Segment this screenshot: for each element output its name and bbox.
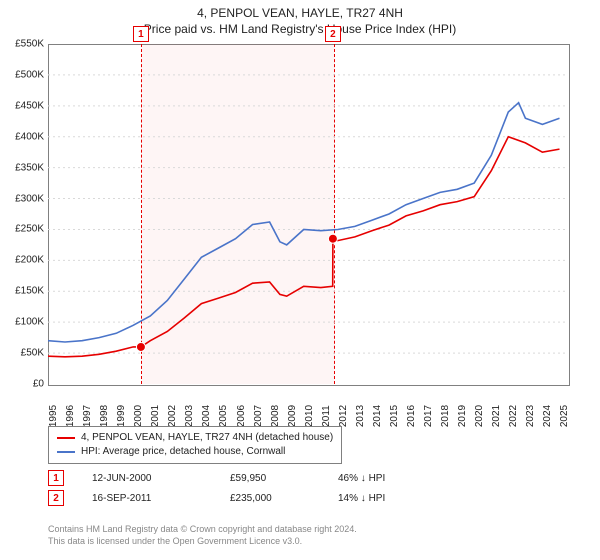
sale-id-marker: 1 <box>48 470 64 486</box>
sale-id-marker: 2 <box>48 490 64 506</box>
x-tick-label: 2006 <box>236 405 247 427</box>
sale-marker-1: 1 <box>133 26 149 42</box>
x-tick-label: 2023 <box>525 405 536 427</box>
sale-price: £235,000 <box>230 493 310 504</box>
y-tick-label: £250K <box>4 224 44 235</box>
y-tick-label: £200K <box>4 255 44 266</box>
x-tick-label: 2005 <box>218 405 229 427</box>
sale-row: 2 16-SEP-2011 £235,000 14% ↓ HPI <box>48 490 385 506</box>
x-tick-label: 2008 <box>270 405 281 427</box>
legend-label: HPI: Average price, detached house, Corn… <box>81 445 285 459</box>
x-tick-label: 1997 <box>82 405 93 427</box>
legend-swatch <box>57 451 75 453</box>
sale-price: £59,950 <box>230 473 310 484</box>
page-subtitle: Price paid vs. HM Land Registry's House … <box>0 22 600 40</box>
chart-svg <box>48 44 568 384</box>
x-tick-label: 2017 <box>423 405 434 427</box>
x-tick-label: 2011 <box>321 405 332 427</box>
grid-lines <box>48 75 568 353</box>
x-tick-label: 2022 <box>508 405 519 427</box>
x-tick-label: 2003 <box>184 405 195 427</box>
y-tick-label: £0 <box>4 379 44 390</box>
x-tick-label: 2018 <box>440 405 451 427</box>
hpi-series-line <box>48 103 560 342</box>
x-tick-label: 2004 <box>201 405 212 427</box>
x-tick-label: 2002 <box>167 405 178 427</box>
x-tick-label: 2015 <box>389 405 400 427</box>
y-tick-label: £350K <box>4 162 44 173</box>
x-tick-label: 2014 <box>372 405 383 427</box>
footnote-line-1: Contains HM Land Registry data © Crown c… <box>48 524 357 536</box>
sale-delta: 46% ↓ HPI <box>338 473 385 484</box>
sale-delta: 14% ↓ HPI <box>338 493 385 504</box>
x-tick-label: 1999 <box>116 405 127 427</box>
legend-swatch <box>57 437 75 439</box>
y-tick-label: £450K <box>4 100 44 111</box>
sale-row: 1 12-JUN-2000 £59,950 46% ↓ HPI <box>48 470 385 486</box>
x-tick-label: 2016 <box>406 405 417 427</box>
x-tick-label: 2024 <box>542 405 553 427</box>
x-tick-label: 2000 <box>133 405 144 427</box>
y-tick-label: £150K <box>4 286 44 297</box>
x-tick-label: 2025 <box>559 405 570 427</box>
x-tick-label: 2012 <box>338 405 349 427</box>
x-tick-label: 2010 <box>304 405 315 427</box>
y-tick-label: £400K <box>4 131 44 142</box>
x-tick-label: 2001 <box>150 405 161 427</box>
x-tick-label: 2013 <box>355 405 366 427</box>
sale-dots <box>136 234 337 351</box>
x-tick-label: 2021 <box>491 405 502 427</box>
sale-date: 12-JUN-2000 <box>92 473 202 484</box>
y-tick-label: £100K <box>4 317 44 328</box>
x-tick-label: 2020 <box>474 405 485 427</box>
legend-item: HPI: Average price, detached house, Corn… <box>57 445 333 459</box>
sale-date: 16-SEP-2011 <box>92 493 202 504</box>
legend-item: 4, PENPOL VEAN, HAYLE, TR27 4NH (detache… <box>57 431 333 445</box>
y-tick-label: £550K <box>4 39 44 50</box>
y-tick-label: £300K <box>4 193 44 204</box>
footnote: Contains HM Land Registry data © Crown c… <box>48 524 357 547</box>
legend: 4, PENPOL VEAN, HAYLE, TR27 4NH (detache… <box>48 426 342 464</box>
x-tick-label: 1996 <box>65 405 76 427</box>
sale-marker-2: 2 <box>325 26 341 42</box>
chart-container: 4, PENPOL VEAN, HAYLE, TR27 4NH Price pa… <box>0 0 600 560</box>
footnote-line-2: This data is licensed under the Open Gov… <box>48 536 357 548</box>
y-tick-label: £500K <box>4 69 44 80</box>
x-tick-label: 2009 <box>287 405 298 427</box>
x-tick-label: 2007 <box>253 405 264 427</box>
page-title: 4, PENPOL VEAN, HAYLE, TR27 4NH <box>0 0 600 22</box>
legend-label: 4, PENPOL VEAN, HAYLE, TR27 4NH (detache… <box>81 431 333 445</box>
x-tick-label: 1995 <box>48 405 59 427</box>
x-tick-label: 1998 <box>99 405 110 427</box>
x-tick-label: 2019 <box>457 405 468 427</box>
y-tick-label: £50K <box>4 348 44 359</box>
